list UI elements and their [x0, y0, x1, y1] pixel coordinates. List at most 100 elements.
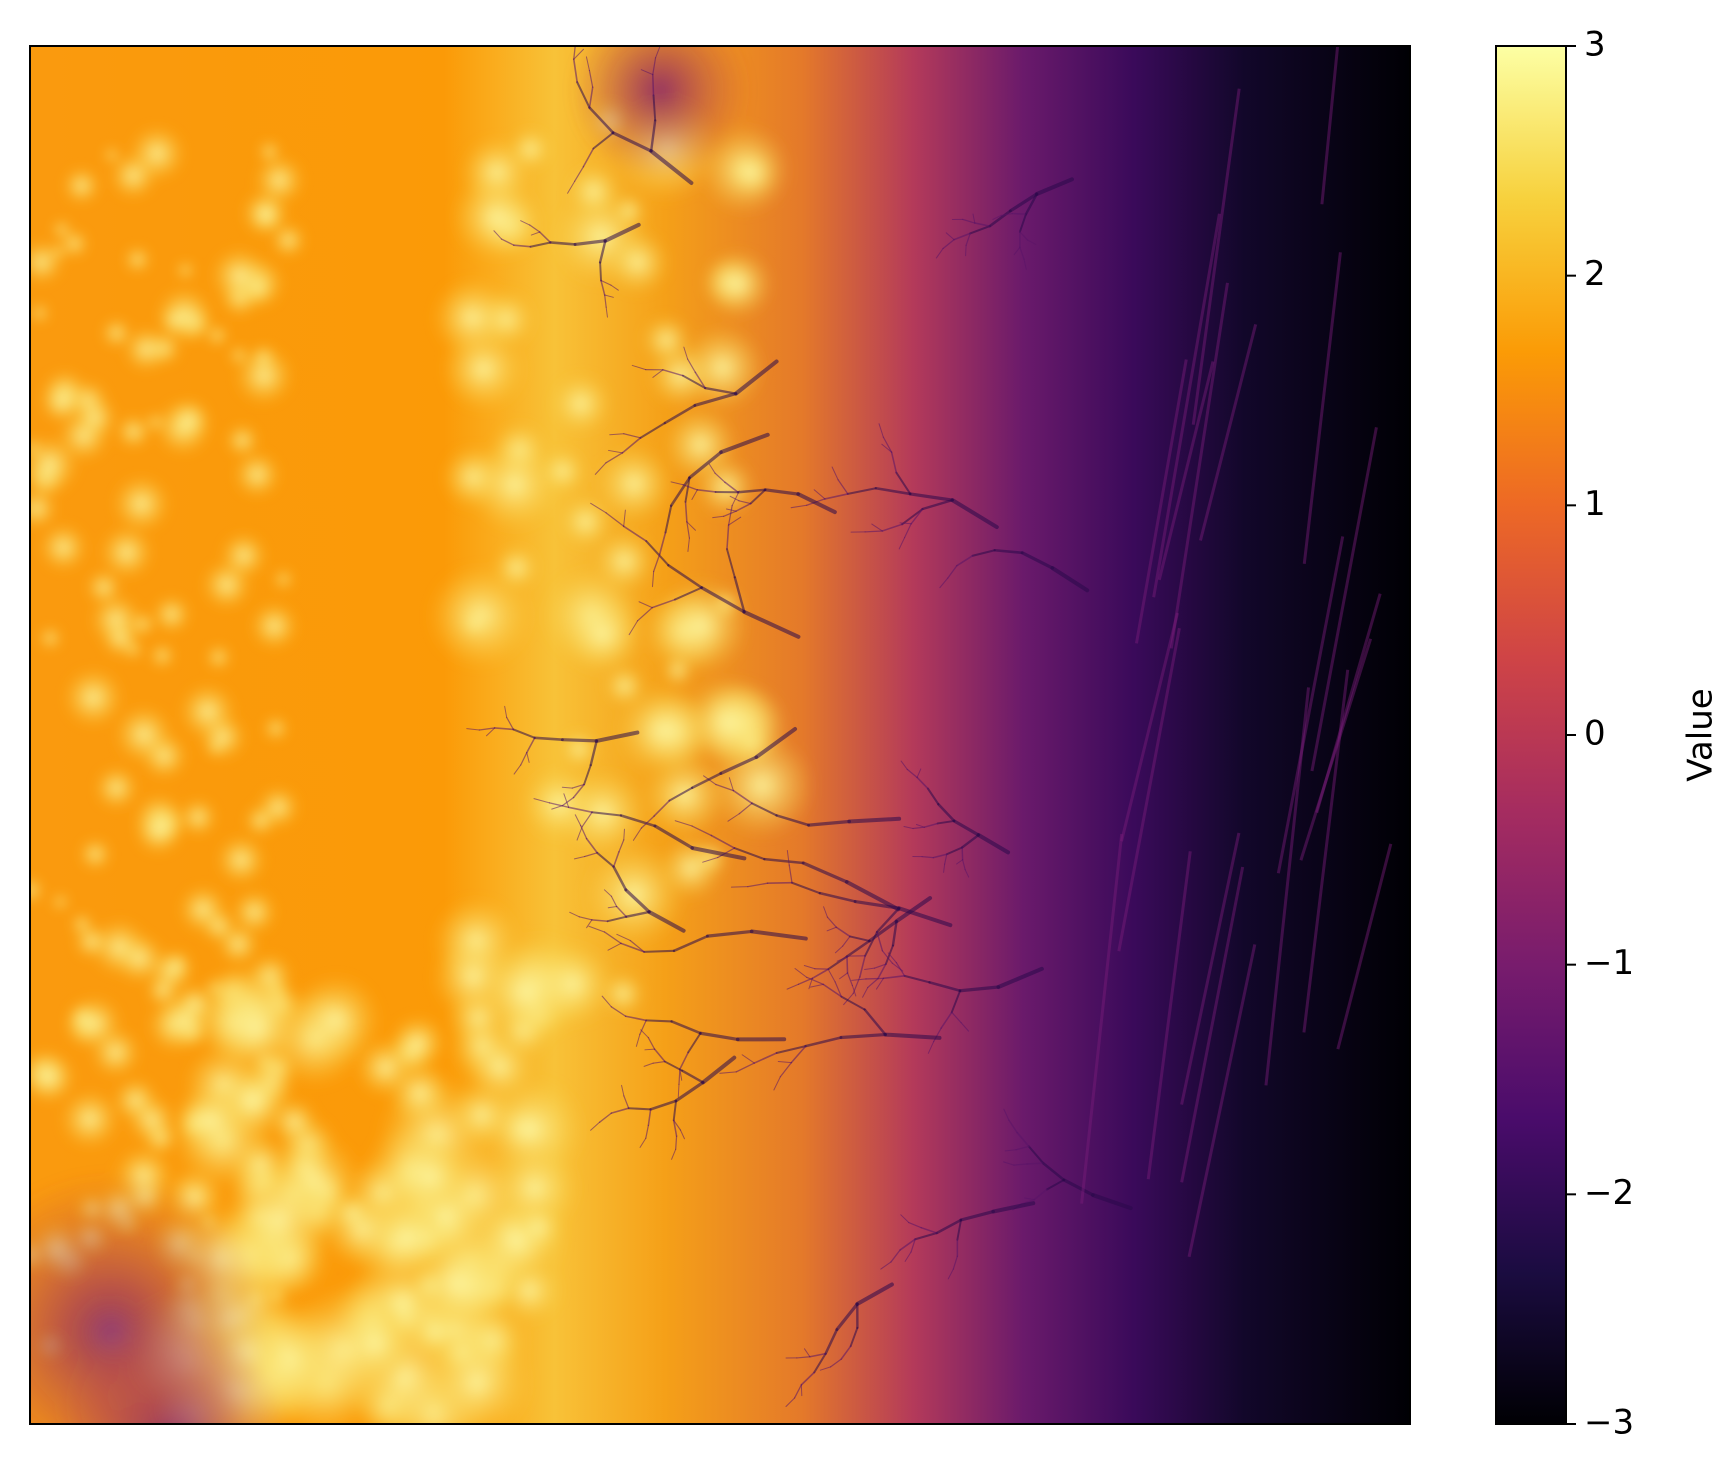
valley-segment — [796, 1356, 811, 1359]
valley-segment — [691, 489, 698, 500]
valley-segment — [599, 1112, 613, 1123]
valley-segment — [935, 247, 944, 259]
valley-segment — [506, 716, 514, 731]
valley-segment — [585, 837, 598, 854]
valley-segment — [738, 802, 753, 815]
texture-patch — [207, 979, 305, 1077]
valley-segment — [906, 768, 918, 779]
valley-segment — [882, 436, 893, 453]
valley-segment — [741, 1054, 755, 1064]
valley-segment — [726, 524, 730, 550]
valley-segment — [651, 598, 676, 609]
valley-segment — [679, 1129, 685, 1140]
heatmap-image — [30, 46, 1410, 1424]
valley-segment — [667, 564, 704, 589]
valley-segment — [715, 783, 735, 792]
valley-segment — [611, 131, 653, 153]
valley-segment — [811, 968, 830, 980]
valley-segment — [623, 433, 642, 439]
valley-segment — [629, 939, 645, 953]
valley-segment — [530, 231, 541, 236]
valley-segment — [640, 815, 655, 829]
valley-segment — [914, 1231, 938, 1241]
valley-segment — [704, 386, 738, 395]
valley-segment — [639, 1137, 647, 1148]
valley-segment — [826, 916, 837, 928]
valley-segment — [801, 861, 849, 884]
valley-segment — [993, 548, 1024, 555]
valley-segment — [742, 609, 801, 639]
valley-segment — [560, 738, 599, 743]
texture-patch — [270, 1098, 318, 1146]
valley-segment — [574, 814, 582, 826]
valley-segment — [719, 1071, 737, 1074]
texture-patch — [30, 488, 57, 529]
valley-segment — [662, 369, 684, 377]
valley-segment — [836, 955, 850, 962]
valley-segment — [672, 1119, 678, 1137]
valley-segment — [687, 450, 723, 480]
valley-segment — [1019, 246, 1025, 260]
valley-segment — [605, 512, 625, 527]
valley-segment — [877, 963, 887, 980]
ridge-streak — [1302, 669, 1350, 1033]
texture-patch — [199, 714, 246, 761]
valley-segment — [672, 934, 709, 953]
valley-segment — [910, 1238, 916, 1253]
texture-patch — [271, 223, 306, 258]
valley-segment — [803, 965, 816, 970]
texture-patch — [52, 893, 69, 911]
valley-segment — [672, 1099, 678, 1122]
valley-segment — [952, 819, 981, 837]
valley-segment — [831, 466, 839, 481]
valley-segment — [639, 421, 666, 439]
ridge-streak — [1152, 213, 1221, 598]
valley-segment — [551, 805, 563, 810]
plot-frame — [29, 45, 1411, 1425]
valley-segment — [940, 1011, 953, 1029]
valley-segment — [561, 796, 575, 807]
texture-patch — [30, 240, 64, 285]
texture-patch — [30, 435, 79, 494]
valley-segment — [635, 1033, 641, 1047]
texture-patch — [101, 318, 131, 348]
valley-segment — [573, 855, 586, 860]
valley-segment — [794, 968, 808, 978]
valley-segment — [876, 931, 884, 952]
texture-patch — [682, 677, 772, 767]
texture-patch — [79, 838, 112, 870]
texture-patch — [521, 766, 597, 842]
valley-segment — [958, 985, 1001, 993]
valley-segment — [1003, 1108, 1010, 1121]
valley-segment — [786, 850, 790, 866]
valley-segment — [806, 976, 824, 985]
valley-segment — [834, 981, 842, 998]
valley-segment — [945, 232, 955, 241]
valley-segment — [796, 492, 837, 515]
valley-segment — [601, 995, 612, 1008]
valley-segment — [627, 1107, 652, 1111]
valley-segment — [890, 451, 898, 474]
valley-segment — [513, 764, 522, 775]
valley-segment — [647, 1036, 656, 1050]
valley-segment — [842, 935, 851, 947]
valley-segment — [864, 530, 883, 533]
valley-segment — [846, 972, 854, 987]
valley-segment — [652, 369, 664, 378]
valley-segment — [864, 931, 879, 957]
texture-patch — [124, 246, 151, 273]
valley-segment — [1024, 1197, 1035, 1201]
ridge-streak — [1336, 843, 1393, 1050]
valley-segment — [865, 977, 885, 980]
valley-segment — [839, 1032, 888, 1040]
valley-segment — [1008, 192, 1039, 213]
valley-segment — [549, 241, 577, 246]
ridge-streak — [1198, 324, 1258, 541]
valley-segment — [653, 799, 671, 817]
valley-segment — [733, 847, 766, 861]
valley-segment — [738, 500, 752, 505]
valley-segment — [610, 1107, 630, 1114]
texture-patch — [206, 739, 225, 757]
texture-patch — [114, 705, 173, 764]
valley-segment — [594, 730, 640, 743]
